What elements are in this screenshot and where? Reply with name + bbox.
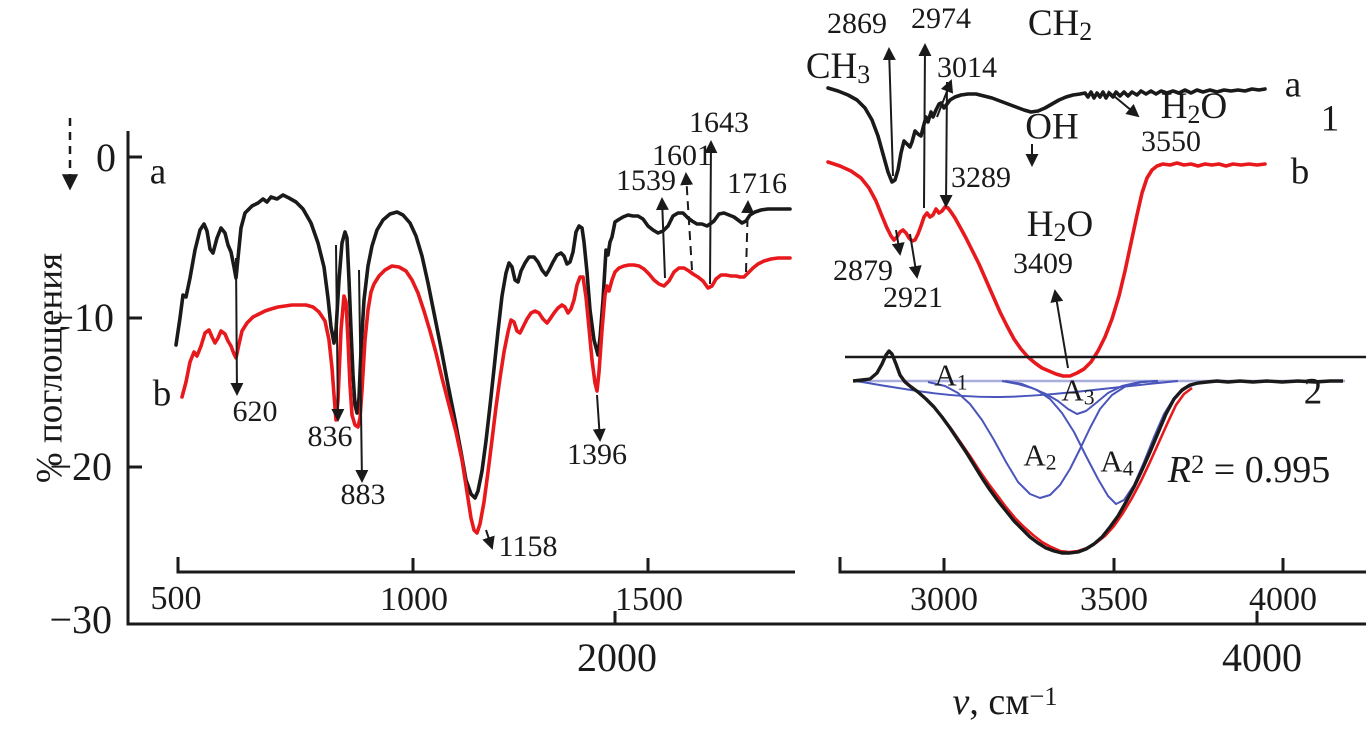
arrow-2921 bbox=[908, 233, 922, 279]
component-a1-label: A1 bbox=[934, 357, 968, 395]
curve-b-left-label: b bbox=[152, 373, 172, 415]
right-inner-axis bbox=[838, 557, 1366, 574]
arrow-1539 bbox=[655, 197, 669, 279]
band-ch3-label: CH3 bbox=[805, 46, 871, 89]
y-tick-minus30: −30 bbox=[49, 597, 112, 642]
left-inner-axis bbox=[176, 557, 795, 574]
peak-2974-label: 2974 bbox=[911, 2, 971, 35]
x-tick-4000-inner: 4000 bbox=[1249, 581, 1317, 618]
x-axis-title-nu: ν bbox=[952, 681, 970, 724]
peak-836-label: 836 bbox=[307, 420, 353, 453]
y-tick-minus10: −10 bbox=[51, 295, 114, 340]
peak-1601-label: 1601 bbox=[652, 139, 712, 172]
arrow-883 bbox=[355, 269, 369, 483]
x-tick-1000: 1000 bbox=[380, 581, 448, 618]
arrow-3289 bbox=[939, 81, 953, 208]
peak-3289-label: 3289 bbox=[951, 161, 1011, 194]
y-tick-minus20: −20 bbox=[49, 444, 112, 489]
curve-b-right-label: b bbox=[1290, 151, 1310, 193]
x-tick-1500: 1500 bbox=[615, 581, 683, 618]
x-tick-3500: 3500 bbox=[1080, 581, 1148, 618]
inset-experimental-curve bbox=[852, 349, 1343, 555]
x-axis-title-exponent: −1 bbox=[1029, 680, 1058, 711]
arrow-3550 bbox=[1107, 90, 1140, 118]
r-squared-value: R2 = 0.995 bbox=[1167, 448, 1331, 492]
curve-a-left-label: a bbox=[149, 151, 167, 193]
y-axis-ticks bbox=[128, 155, 142, 469]
arrow-3409 bbox=[1050, 289, 1069, 369]
outer-x-ticks bbox=[613, 611, 1259, 624]
group-1-label: 1 bbox=[1320, 98, 1340, 140]
arrow-3014 bbox=[936, 79, 954, 118]
x-axis-title: ν, см−1 bbox=[952, 680, 1058, 724]
outer-axes bbox=[126, 131, 1366, 626]
x-tick-3000: 3000 bbox=[910, 581, 978, 618]
peak-620-label: 620 bbox=[232, 395, 278, 428]
arrow-1643 bbox=[704, 140, 718, 285]
x-axis-title-units: , см bbox=[969, 681, 1030, 724]
peak-1716-label: 1716 bbox=[727, 167, 787, 200]
spectrum-b-right-curve bbox=[826, 160, 1267, 378]
component-a2-label: A2 bbox=[1023, 437, 1057, 475]
x-tick-2000-outer: 2000 bbox=[577, 635, 657, 680]
peak-3409-label: 3409 bbox=[1013, 247, 1073, 280]
band-ch2-label: CH2 bbox=[1027, 3, 1093, 46]
curve-a-right-label: a bbox=[1284, 64, 1302, 106]
peak-883-label: 883 bbox=[340, 478, 386, 511]
band-oh-label: OH bbox=[1025, 106, 1079, 148]
peak-3550-label: 3550 bbox=[1141, 125, 1201, 158]
inset-component-a2-curve bbox=[927, 380, 1159, 499]
arrow-1396 bbox=[592, 394, 606, 442]
peak-annotation-arrows bbox=[230, 43, 1140, 550]
peak-2869-label: 2869 bbox=[827, 7, 887, 40]
arrow-620 bbox=[230, 257, 244, 396]
band-h2o-mid-label: H2O bbox=[1026, 204, 1094, 247]
x-tick-500: 500 bbox=[150, 580, 202, 617]
spectrum-b-left-curve bbox=[180, 256, 792, 535]
peak-1158-label: 1158 bbox=[498, 530, 558, 563]
arrow-1716 bbox=[741, 200, 755, 273]
x-tick-4000-outer: 4000 bbox=[1222, 635, 1302, 680]
peak-1643-label: 1643 bbox=[689, 106, 749, 139]
peak-3014-label: 3014 bbox=[937, 51, 997, 84]
spectrum-a-left-curve bbox=[174, 193, 792, 500]
peak-1539-label: 1539 bbox=[616, 164, 676, 197]
peak-1396-label: 1396 bbox=[567, 438, 627, 471]
component-a4-label: A4 bbox=[1100, 443, 1134, 481]
y-tick-0: 0 bbox=[96, 135, 116, 180]
component-a3-label: A3 bbox=[1061, 372, 1095, 410]
group-2-label: 2 bbox=[1303, 371, 1323, 413]
arrow-1601 bbox=[680, 172, 694, 271]
band-h2o-top-label: H2O bbox=[1160, 86, 1228, 129]
arrow-1158 bbox=[482, 529, 495, 550]
spectrum-a-right-curve bbox=[826, 86, 1267, 184]
arrow-836 bbox=[331, 244, 345, 422]
arrow-2869 bbox=[882, 47, 896, 177]
arrow-2879 bbox=[891, 229, 905, 256]
peak-2921-label: 2921 bbox=[883, 281, 943, 314]
peak-2879-label: 2879 bbox=[833, 254, 893, 287]
arrow-2974 bbox=[918, 43, 932, 209]
